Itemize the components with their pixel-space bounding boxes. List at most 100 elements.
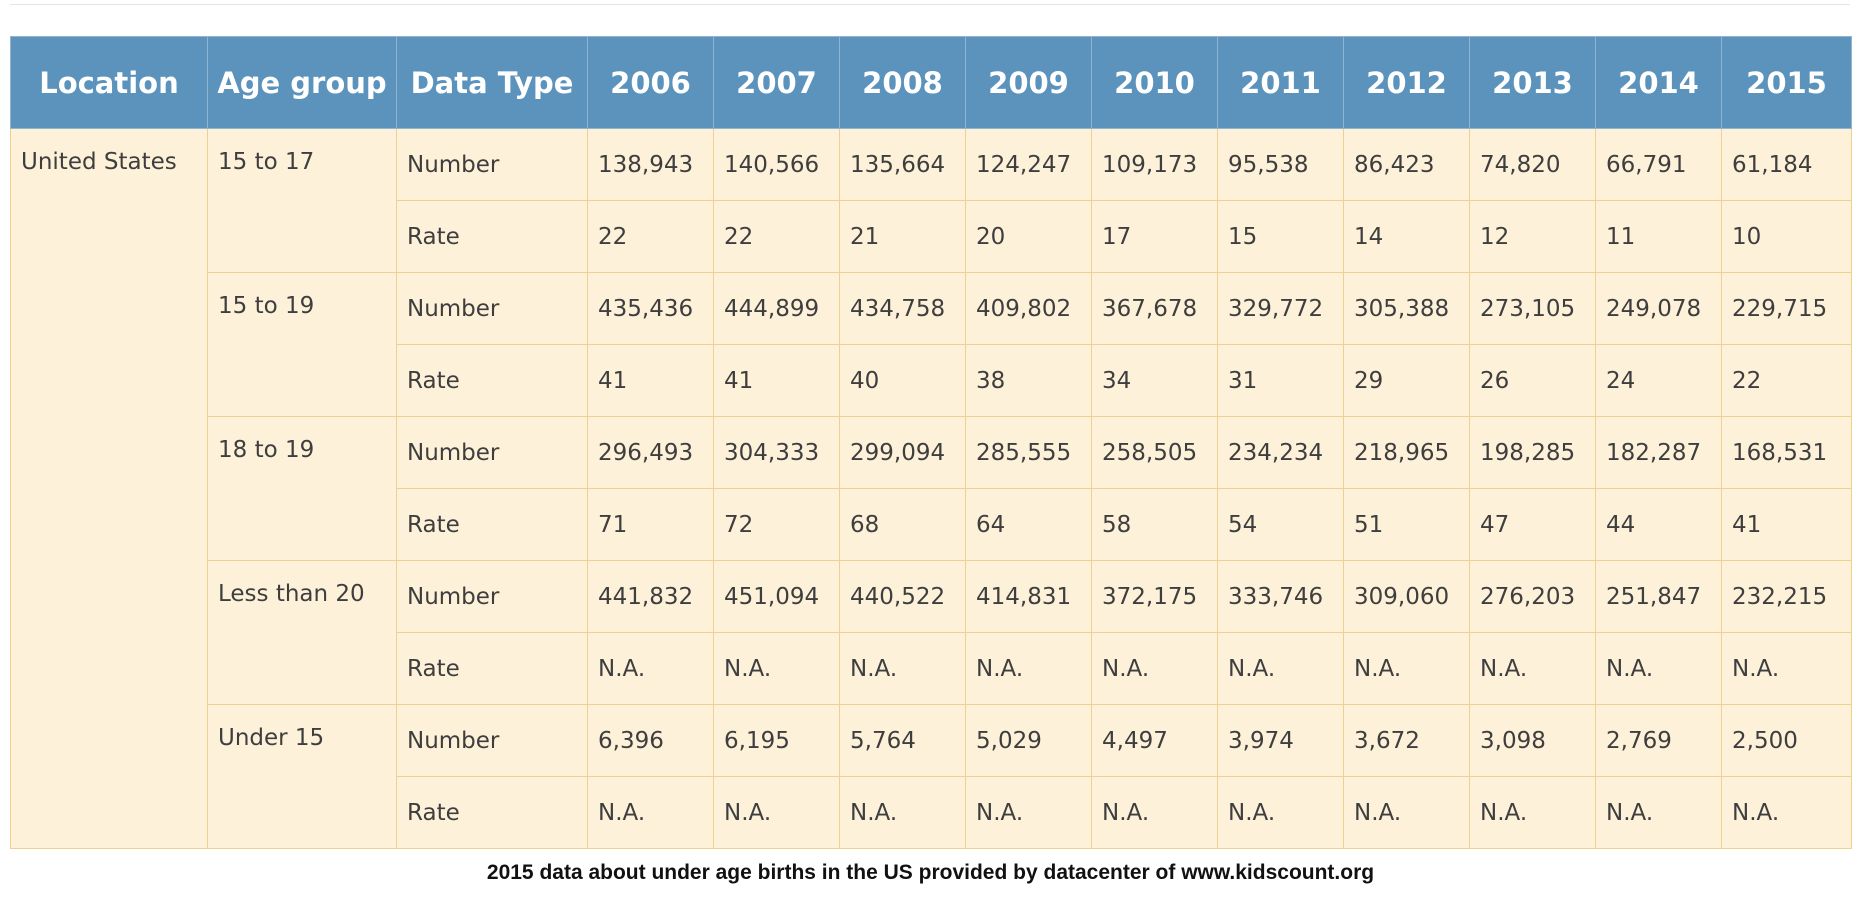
header-cell-2013: 2013	[1469, 36, 1596, 129]
data-type-cell: Number	[396, 128, 588, 201]
value-cell: N.A.	[839, 632, 966, 705]
value-cell: 444,899	[713, 272, 840, 345]
value-cell: 409,802	[965, 272, 1092, 345]
value-cell: N.A.	[839, 776, 966, 849]
header-cell-2015: 2015	[1721, 36, 1852, 129]
data-type-cell: Number	[396, 704, 588, 777]
value-cell: N.A.	[1595, 632, 1722, 705]
top-divider	[10, 4, 1850, 5]
data-type-cell: Number	[396, 272, 588, 345]
data-type-cell: Rate	[396, 776, 588, 849]
header-cell-2007: 2007	[713, 36, 840, 129]
value-cell: 47	[1469, 488, 1596, 561]
value-cell: 109,173	[1091, 128, 1218, 201]
value-cell: 372,175	[1091, 560, 1218, 633]
value-cell: 276,203	[1469, 560, 1596, 633]
births-table: Location Age group Data Type 2006 2007 2…	[10, 36, 1852, 849]
value-cell: 29	[1343, 344, 1470, 417]
value-cell: N.A.	[1343, 776, 1470, 849]
value-cell: 249,078	[1595, 272, 1722, 345]
header-cell-2010: 2010	[1091, 36, 1218, 129]
births-table-container: Location Age group Data Type 2006 2007 2…	[10, 36, 1852, 849]
value-cell: 305,388	[1343, 272, 1470, 345]
value-cell: 2,769	[1595, 704, 1722, 777]
value-cell: 367,678	[1091, 272, 1218, 345]
value-cell: 14	[1343, 200, 1470, 273]
value-cell: 86,423	[1343, 128, 1470, 201]
value-cell: N.A.	[1721, 776, 1852, 849]
value-cell: N.A.	[1343, 632, 1470, 705]
data-type-cell: Rate	[396, 344, 588, 417]
table-row: 18 to 19 Number 296,493 304,333 299,094 …	[11, 416, 1852, 561]
value-cell: 138,943	[587, 128, 714, 201]
value-cell: 309,060	[1343, 560, 1470, 633]
age-group-cell: 15 to 17	[207, 128, 397, 273]
value-cell: 182,287	[1595, 416, 1722, 489]
value-cell: 6,195	[713, 704, 840, 777]
value-cell: 12	[1469, 200, 1596, 273]
value-cell: 440,522	[839, 560, 966, 633]
value-cell: 68	[839, 488, 966, 561]
value-cell: 74,820	[1469, 128, 1596, 201]
value-cell: 72	[713, 488, 840, 561]
value-cell: 198,285	[1469, 416, 1596, 489]
value-cell: 3,974	[1217, 704, 1344, 777]
value-cell: 6,396	[587, 704, 714, 777]
value-cell: 251,847	[1595, 560, 1722, 633]
value-cell: 22	[713, 200, 840, 273]
table-row: Rate 22 22 21 20 17 15 14 12 11 10	[11, 200, 1852, 273]
value-cell: 218,965	[1343, 416, 1470, 489]
value-cell: 31	[1217, 344, 1344, 417]
data-type-cell: Number	[396, 416, 588, 489]
value-cell: N.A.	[587, 632, 714, 705]
value-cell: 4,497	[1091, 704, 1218, 777]
value-cell: 124,247	[965, 128, 1092, 201]
value-cell: 61,184	[1721, 128, 1852, 201]
value-cell: 2,500	[1721, 704, 1852, 777]
value-cell: N.A.	[1217, 776, 1344, 849]
value-cell: 34	[1091, 344, 1218, 417]
age-group-cell: Under 15	[207, 704, 397, 849]
value-cell: 304,333	[713, 416, 840, 489]
header-cell-age-group: Age group	[207, 36, 397, 129]
value-cell: 229,715	[1721, 272, 1852, 345]
value-cell: 273,105	[1469, 272, 1596, 345]
value-cell: 258,505	[1091, 416, 1218, 489]
table-row: Rate 41 41 40 38 34 31 29 26 24 22	[11, 344, 1852, 417]
value-cell: 22	[587, 200, 714, 273]
value-cell: 54	[1217, 488, 1344, 561]
header-cell-2012: 2012	[1343, 36, 1470, 129]
value-cell: 232,215	[1721, 560, 1852, 633]
table-row: Rate N.A. N.A. N.A. N.A. N.A. N.A. N.A. …	[11, 632, 1852, 705]
value-cell: N.A.	[587, 776, 714, 849]
value-cell: 299,094	[839, 416, 966, 489]
value-cell: N.A.	[1091, 776, 1218, 849]
age-group-cell: 15 to 19	[207, 272, 397, 417]
value-cell: 38	[965, 344, 1092, 417]
value-cell: 71	[587, 488, 714, 561]
value-cell: 11	[1595, 200, 1722, 273]
header-row: Location Age group Data Type 2006 2007 2…	[10, 36, 1852, 129]
value-cell: 44	[1595, 488, 1722, 561]
value-cell: N.A.	[1469, 776, 1596, 849]
value-cell: 20	[965, 200, 1092, 273]
table-row: United States 15 to 17 Number 138,943 14…	[10, 128, 1852, 849]
value-cell: N.A.	[1091, 632, 1218, 705]
location-cell: United States	[10, 128, 208, 849]
value-cell: 95,538	[1217, 128, 1344, 201]
value-cell: 5,029	[965, 704, 1092, 777]
value-cell: N.A.	[1721, 632, 1852, 705]
header-cell-2014: 2014	[1595, 36, 1722, 129]
value-cell: 41	[1721, 488, 1852, 561]
value-cell: 168,531	[1721, 416, 1852, 489]
value-cell: 51	[1343, 488, 1470, 561]
table-row: 15 to 19 Number 435,436 444,899 434,758 …	[11, 272, 1852, 417]
value-cell: 40	[839, 344, 966, 417]
header-cell-location: Location	[10, 36, 208, 129]
value-cell: 296,493	[587, 416, 714, 489]
age-group-cell: 18 to 19	[207, 416, 397, 561]
value-cell: 64	[965, 488, 1092, 561]
value-cell: N.A.	[965, 776, 1092, 849]
age-group-cell: Less than 20	[207, 560, 397, 705]
value-cell: 333,746	[1217, 560, 1344, 633]
